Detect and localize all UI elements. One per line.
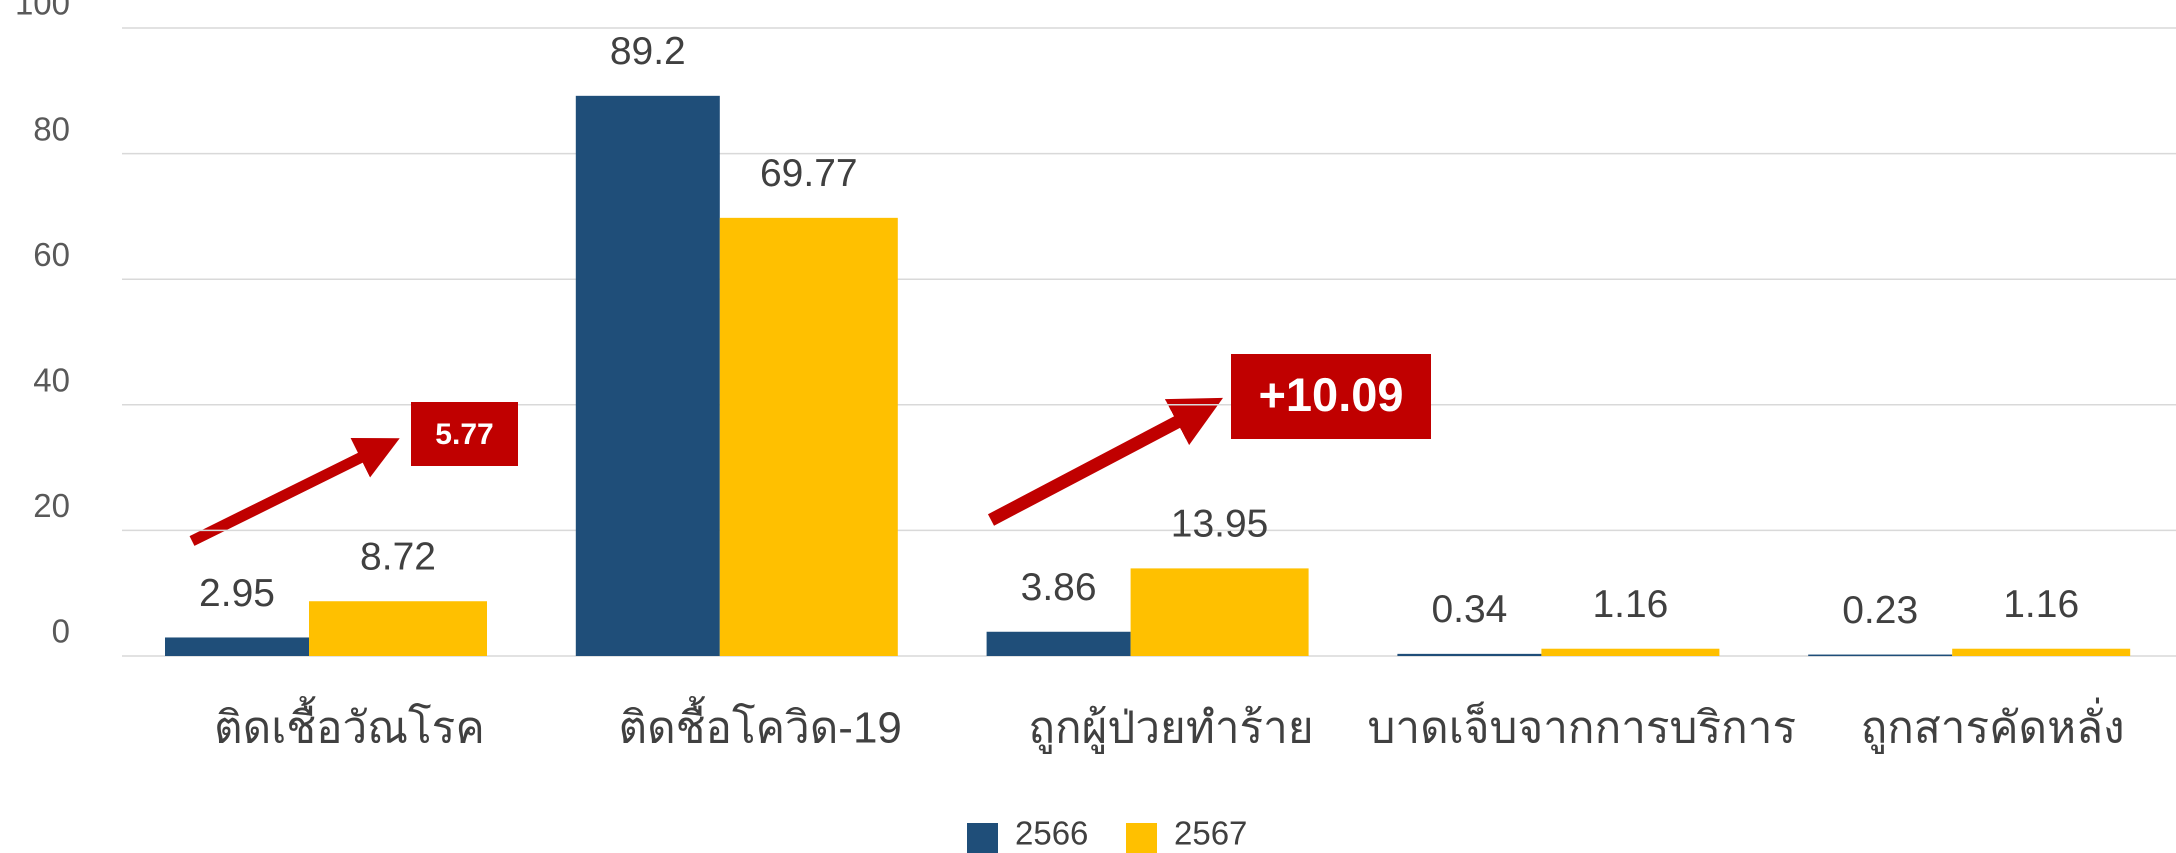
bar (1808, 654, 1953, 657)
bar (575, 95, 720, 657)
data-label: 2.95 (199, 572, 275, 615)
data-label: 1.16 (2003, 583, 2079, 626)
x-tick-label: ติดชื้อโควิด-19 (619, 696, 902, 753)
data-label: 1.16 (1592, 583, 1668, 626)
y-tick-label: 100 (15, 0, 70, 22)
data-label: 3.86 (1021, 566, 1097, 609)
bar (1541, 648, 1720, 656)
arrow (987, 397, 1224, 526)
bar (309, 601, 487, 656)
data-label: 8.72 (360, 536, 436, 579)
legend-swatch (967, 823, 998, 853)
x-tick-label: ติดเชื้อวัณโรค (214, 696, 485, 753)
bar (1397, 653, 1542, 656)
y-tick-label: 0 (52, 613, 70, 650)
arrow (189, 438, 400, 546)
annotation-box (1231, 354, 1431, 439)
annotation-box (411, 402, 518, 466)
y-tick-label: 20 (33, 487, 70, 524)
bar (165, 637, 309, 656)
bar (1952, 648, 2131, 656)
annotation: +10.09 (1258, 368, 1403, 421)
bar (1130, 568, 1309, 656)
data-label: 89.2 (610, 30, 686, 73)
data-label: 69.77 (760, 152, 858, 195)
x-tick-label: ถูกผู้ป่วยทำร้าย (1028, 704, 1313, 755)
data-label: 0.34 (1431, 588, 1507, 631)
y-tick-label: 40 (33, 362, 70, 399)
data-label: 13.95 (1171, 503, 1269, 546)
legend-label: 2566 (1015, 815, 1088, 852)
legend-swatch (1126, 823, 1157, 853)
x-tick-label: ถูกสารคัดหลั่ง (1861, 697, 2125, 755)
x-tick-label: บาดเจ็บจากการบริการ (1367, 702, 1796, 753)
legend-label: 2567 (1174, 815, 1247, 852)
y-tick-label: 80 (33, 110, 70, 147)
bar (986, 631, 1131, 656)
annotation: 5.77 (435, 418, 493, 451)
bar (719, 217, 898, 656)
data-label: 0.23 (1842, 589, 1918, 632)
y-tick-label: 60 (33, 236, 70, 273)
